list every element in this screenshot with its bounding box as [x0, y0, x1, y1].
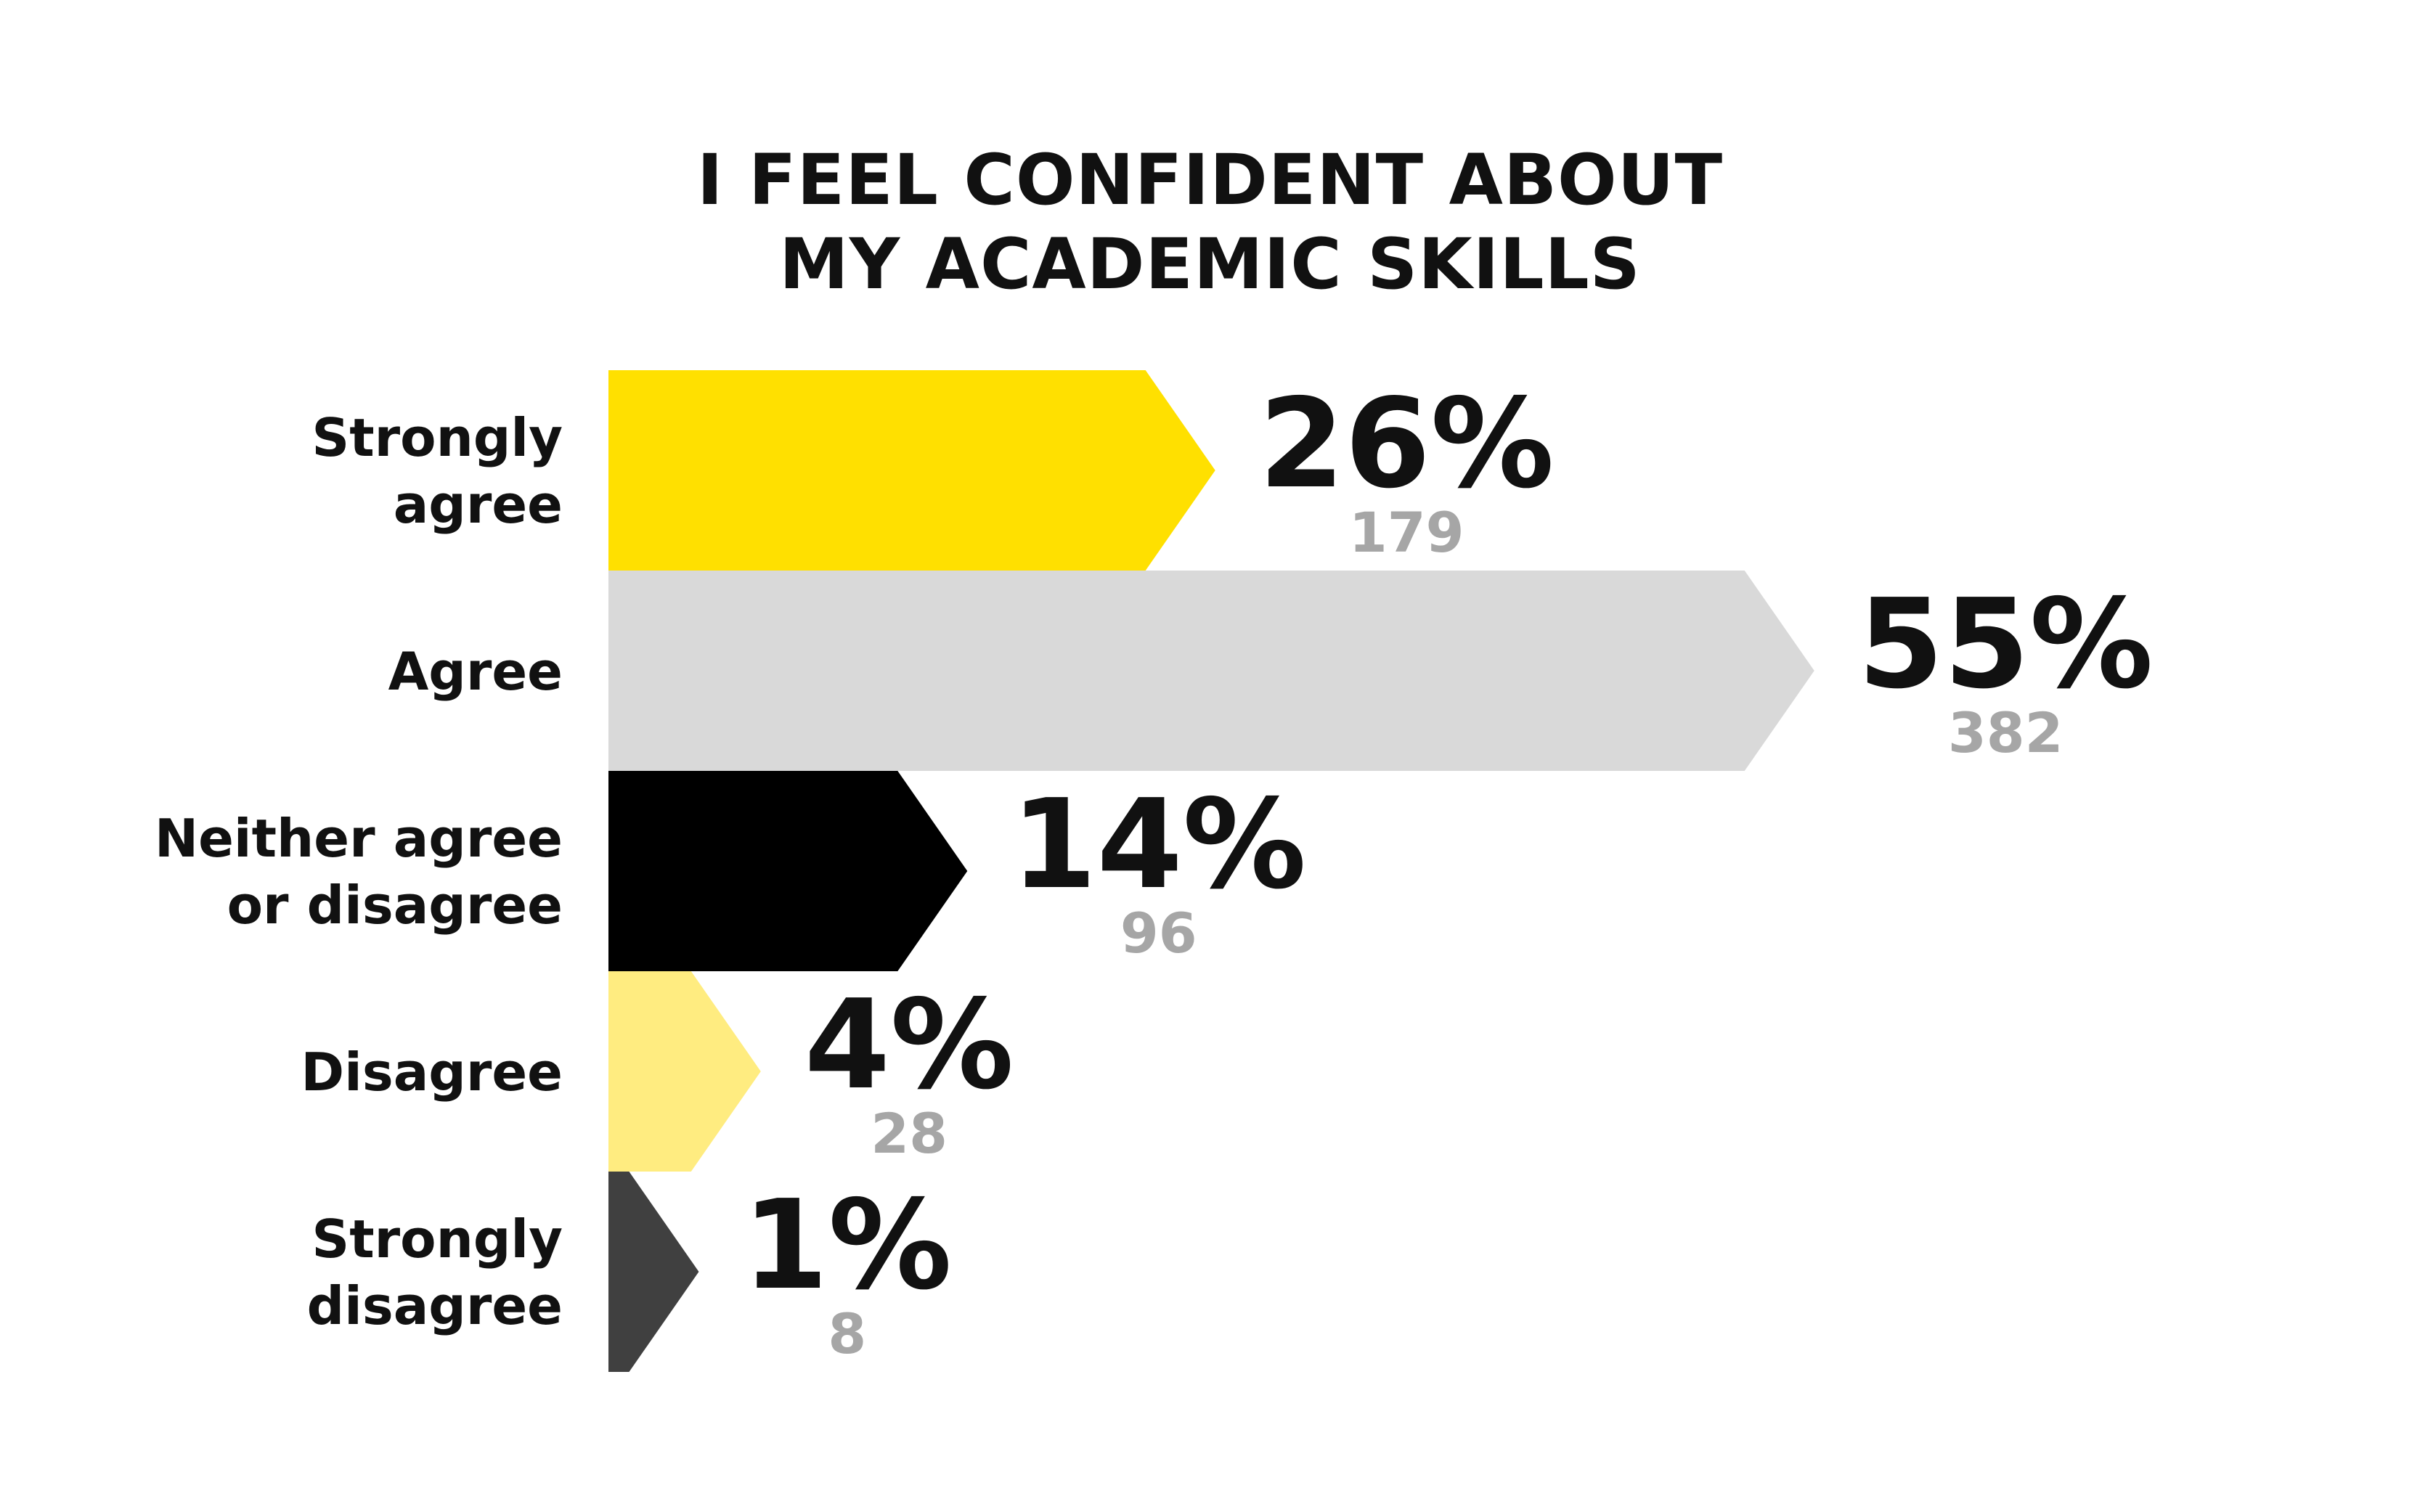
category-label-1-0: Agree: [388, 641, 563, 702]
bar-2: [608, 771, 968, 971]
bar-3: [608, 971, 761, 1172]
category-label-2-1: or disagree: [227, 875, 563, 936]
count-label-1: 382: [1948, 700, 2063, 765]
value-label-4: 1%: [742, 1174, 952, 1317]
value-label-2: 14%: [1011, 773, 1306, 917]
category-label-0-0: Strongly: [311, 407, 563, 468]
count-label-3: 28: [871, 1101, 948, 1166]
bar-1: [608, 571, 1814, 771]
chart-title: I FEEL CONFIDENT ABOUT MY ACADEMIC SKILL…: [0, 138, 2420, 306]
category-label-2-0: Neither agree: [155, 808, 563, 869]
chart-title-line-1: I FEEL CONFIDENT ABOUT: [696, 139, 1724, 221]
count-label-4: 8: [828, 1301, 866, 1366]
category-label-3-0: Disagree: [301, 1042, 563, 1103]
category-label-4-0: Strongly: [311, 1209, 563, 1270]
category-label-0-1: agree: [394, 474, 563, 535]
count-label-2: 96: [1120, 901, 1197, 965]
bar-4: [608, 1172, 699, 1372]
value-label-0: 26%: [1259, 372, 1555, 516]
count-label-0: 179: [1349, 500, 1464, 565]
value-label-3: 4%: [804, 973, 1014, 1117]
category-label-4-1: disagree: [307, 1275, 563, 1336]
value-label-1: 55%: [1858, 573, 2154, 716]
bar-0: [608, 370, 1215, 571]
chart-title-line-2: MY ACADEMIC SKILLS: [779, 224, 1641, 305]
